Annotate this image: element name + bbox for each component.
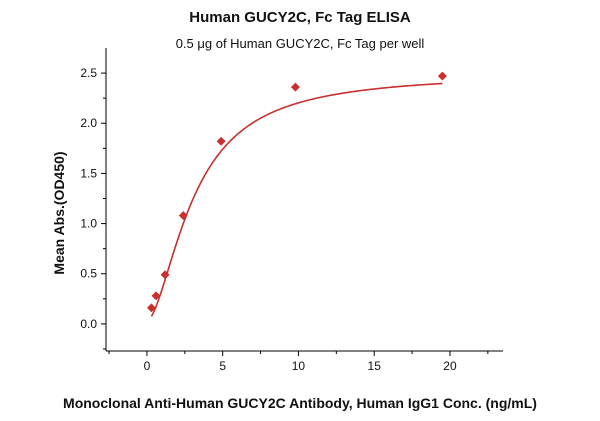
chart-title: Human GUCY2C, Fc Tag ELISA xyxy=(189,9,411,26)
data-point xyxy=(146,303,157,313)
x-tick-label: 15 xyxy=(368,359,382,373)
data-point xyxy=(160,270,170,280)
y-axis-label: Mean Abs.(OD450) xyxy=(51,151,67,275)
x-axis-label: Monoclonal Anti-Human GUCY2C Antibody, H… xyxy=(63,395,537,411)
data-point xyxy=(437,71,447,81)
x-tick-label: 10 xyxy=(292,359,306,373)
data-point xyxy=(151,291,161,301)
chart-subtitle: 0.5 μg of Human GUCY2C, Fc Tag per well xyxy=(175,36,425,51)
x-tick-label: 0 xyxy=(144,359,151,373)
y-tick-label: 1.5 xyxy=(80,166,97,180)
x-tick-label: 5 xyxy=(219,359,226,373)
y-tick-label: 1.0 xyxy=(80,217,97,231)
x-tick-label: 20 xyxy=(443,359,457,373)
y-tick-label: 0.5 xyxy=(80,267,97,281)
data-point xyxy=(216,136,226,146)
y-tick-label: 2.0 xyxy=(80,116,97,130)
data-point xyxy=(290,82,300,92)
fit-curve xyxy=(150,82,443,317)
data-point xyxy=(178,210,188,221)
y-tick-label: 2.5 xyxy=(80,66,97,80)
y-tick-label: 0.0 xyxy=(80,317,97,331)
